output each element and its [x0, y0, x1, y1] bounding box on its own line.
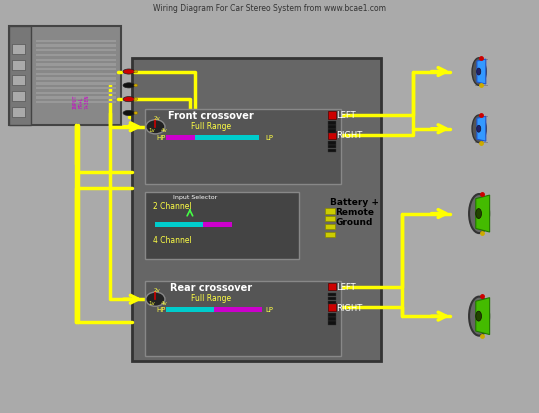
Bar: [36, 64, 115, 66]
Text: LEFT: LEFT: [336, 111, 355, 120]
Bar: [195, 136, 259, 141]
Ellipse shape: [123, 111, 135, 116]
Text: Full Range: Full Range: [191, 293, 231, 302]
Ellipse shape: [123, 70, 135, 75]
Text: LP: LP: [266, 307, 273, 313]
Bar: [36, 102, 115, 104]
Bar: [328, 150, 336, 153]
Text: 4v: 4v: [161, 128, 168, 133]
Bar: [166, 136, 195, 141]
Bar: [155, 223, 203, 228]
Bar: [132, 59, 381, 362]
Bar: [12, 45, 25, 55]
Bar: [328, 313, 336, 317]
Text: Front crossover: Front crossover: [168, 111, 254, 121]
Text: Rear crossover: Rear crossover: [170, 282, 252, 292]
Title: Wiring Diagram For Car Stereo System from www.bcae1.com: Wiring Diagram For Car Stereo System fro…: [153, 4, 386, 13]
Text: HP: HP: [156, 135, 165, 141]
Bar: [328, 142, 336, 145]
Ellipse shape: [469, 297, 489, 336]
Bar: [328, 321, 336, 325]
Bar: [325, 217, 335, 222]
Ellipse shape: [476, 69, 481, 76]
Ellipse shape: [472, 59, 486, 86]
Bar: [328, 112, 336, 120]
Bar: [12, 108, 25, 118]
Bar: [328, 283, 336, 291]
Text: RIGHT: RIGHT: [336, 303, 362, 312]
Ellipse shape: [123, 97, 135, 102]
Text: Full Range: Full Range: [191, 122, 231, 131]
Bar: [325, 233, 335, 237]
Bar: [12, 61, 25, 70]
Bar: [10, 27, 31, 126]
Ellipse shape: [476, 126, 481, 133]
Text: 4v: 4v: [161, 300, 168, 305]
Bar: [328, 318, 336, 321]
Bar: [36, 40, 115, 43]
Polygon shape: [476, 298, 489, 335]
Bar: [328, 301, 336, 304]
Circle shape: [146, 292, 165, 306]
Bar: [36, 74, 115, 76]
Bar: [10, 27, 121, 126]
Bar: [328, 145, 336, 149]
Bar: [36, 78, 115, 81]
Bar: [145, 110, 341, 185]
Bar: [36, 50, 115, 52]
Bar: [328, 304, 336, 311]
Bar: [328, 293, 336, 297]
Bar: [36, 59, 115, 62]
Bar: [36, 69, 115, 71]
Bar: [36, 97, 115, 100]
Text: 4 Channel: 4 Channel: [153, 235, 191, 244]
Text: LEFT: LEFT: [336, 282, 355, 291]
Text: Input Selector: Input Selector: [173, 195, 217, 200]
Bar: [328, 126, 336, 129]
Bar: [325, 209, 335, 214]
Ellipse shape: [472, 116, 486, 143]
Bar: [12, 76, 25, 86]
Bar: [325, 225, 335, 230]
Bar: [328, 297, 336, 301]
Text: 1v: 1v: [149, 128, 155, 133]
Bar: [36, 93, 115, 95]
Bar: [36, 45, 115, 47]
Text: 1v: 1v: [149, 300, 155, 305]
Bar: [328, 130, 336, 133]
Bar: [145, 281, 341, 356]
Bar: [12, 92, 25, 102]
Bar: [166, 307, 214, 312]
Ellipse shape: [134, 85, 137, 88]
Ellipse shape: [134, 71, 137, 74]
Text: LP: LP: [266, 135, 273, 141]
Text: INPUT
FR+L
7+3EN: INPUT FR+L 7+3EN: [73, 95, 89, 109]
Polygon shape: [476, 196, 489, 233]
Polygon shape: [477, 60, 486, 85]
Bar: [328, 131, 336, 139]
Bar: [36, 88, 115, 90]
Ellipse shape: [476, 209, 481, 219]
Bar: [328, 122, 336, 126]
Ellipse shape: [469, 195, 489, 233]
Polygon shape: [477, 117, 486, 142]
Ellipse shape: [476, 311, 481, 321]
Ellipse shape: [123, 83, 135, 89]
Text: HP: HP: [156, 307, 165, 313]
Ellipse shape: [134, 99, 137, 101]
Bar: [36, 83, 115, 85]
Text: 2 Channel: 2 Channel: [153, 202, 191, 211]
Text: 2v: 2v: [154, 116, 161, 121]
Bar: [214, 307, 261, 312]
Text: RIGHT: RIGHT: [336, 131, 362, 140]
Ellipse shape: [134, 112, 137, 115]
Bar: [203, 223, 232, 228]
Text: 2v: 2v: [154, 287, 161, 292]
Circle shape: [146, 120, 165, 135]
Bar: [145, 192, 299, 259]
Bar: [36, 55, 115, 57]
Text: Battery +
Remote
Ground: Battery + Remote Ground: [330, 197, 379, 227]
